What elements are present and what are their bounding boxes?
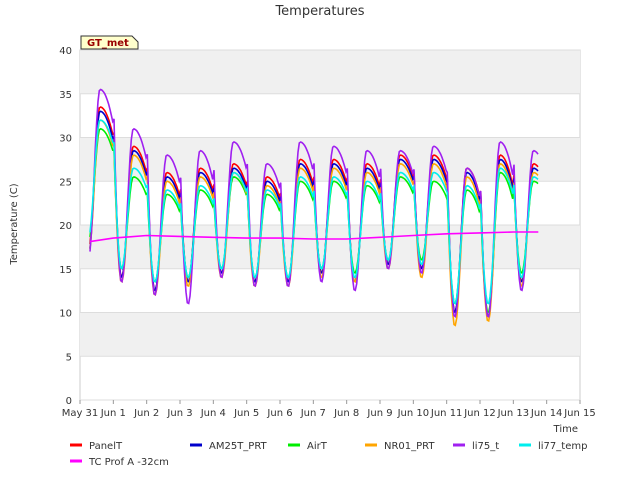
x-tick-label: Jun 8 — [333, 408, 359, 419]
x-tick-label: Jun 2 — [133, 408, 159, 419]
chart-title: Temperatures — [274, 4, 364, 19]
x-tick-label: Jun 15 — [563, 408, 596, 419]
x-tick-label: Jun 6 — [266, 408, 292, 419]
legend-label-am25t-prt: AM25T_PRT — [209, 441, 268, 452]
legend-label-li75-t: li75_t — [472, 441, 499, 452]
y-tick-label: 40 — [59, 46, 72, 57]
y-tick-label: 25 — [59, 177, 72, 188]
legend: PanelT AM25T_PRT AirT NR01_PRT li75_t li77_te… — [70, 441, 587, 468]
legend-label-airt: AirT — [307, 441, 328, 452]
x-tick-label: Jun 1 — [100, 408, 126, 419]
plot-band — [80, 50, 580, 94]
x-axis-label: Time — [553, 424, 578, 435]
y-tick-label: 30 — [59, 134, 72, 145]
x-tick-label: Jun 3 — [166, 408, 192, 419]
y-axis-ticks: 0 5 10 15 20 25 30 35 40 — [59, 46, 72, 407]
y-axis-label: Temperature (C) — [9, 183, 20, 265]
x-tick-label: Jun 12 — [463, 408, 496, 419]
x-tick-label: Jun 5 — [233, 408, 259, 419]
legend-label-nr01-prt: NR01_PRT — [384, 441, 435, 452]
x-tick-label: Jun 13 — [497, 408, 530, 419]
plot-band — [80, 312, 580, 357]
site-label: GT_met — [87, 38, 129, 49]
x-tick-label: Jun 10 — [397, 408, 430, 419]
y-tick-label: 0 — [66, 396, 72, 407]
y-tick-label: 5 — [66, 352, 72, 363]
y-tick-label: 35 — [59, 90, 72, 101]
x-tick-label: Jun 7 — [300, 408, 326, 419]
x-axis-ticks: May 31 Jun 1 Jun 2 Jun 3 Jun 4 Jun 5 Jun 6 Jun … — [62, 400, 596, 419]
x-tick-label: May 31 — [62, 408, 99, 419]
x-tick-label: Jun 14 — [530, 408, 563, 419]
y-tick-label: 20 — [59, 221, 72, 232]
x-tick-label: Jun 4 — [200, 408, 226, 419]
x-tick-label: Jun 11 — [430, 408, 463, 419]
x-tick-label: Jun 9 — [366, 408, 392, 419]
series-line-li75-t — [89, 88, 539, 319]
legend-label-panelt: PanelT — [89, 441, 123, 452]
series-line-li77-temp — [89, 119, 539, 305]
series-lines — [89, 88, 539, 327]
y-tick-label: 15 — [59, 265, 72, 276]
site-label-box: GT_met — [80, 35, 139, 50]
legend-label-tc-prof-a-32cm: TC Prof A -32cm — [88, 457, 169, 468]
series-line-tc-prof-a-32cm — [89, 231, 539, 243]
legend-label-li77-temp: li77_temp — [538, 441, 587, 452]
y-tick-label: 10 — [59, 309, 72, 320]
